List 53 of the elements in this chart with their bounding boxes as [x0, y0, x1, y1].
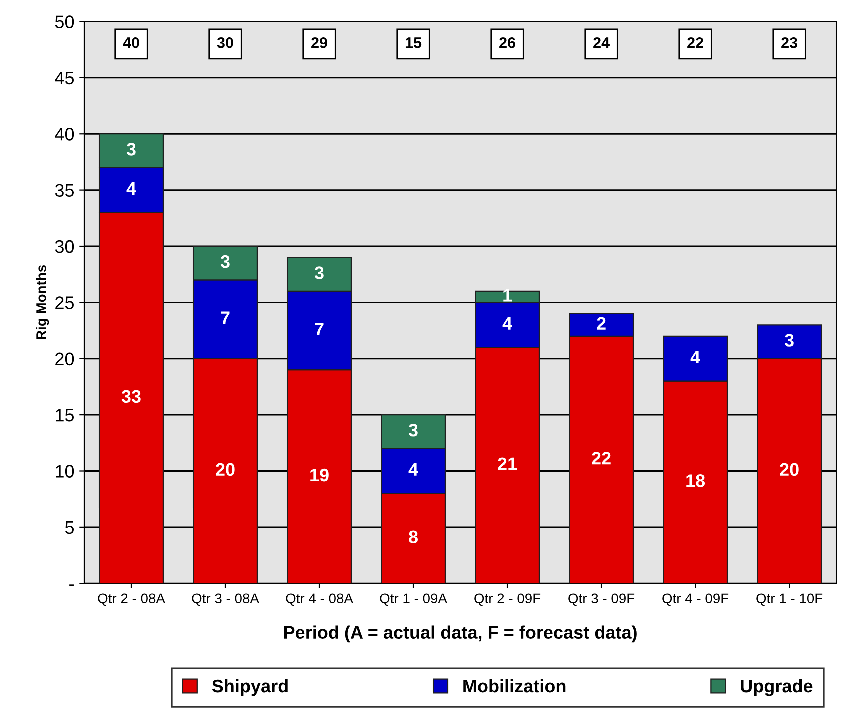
annotation: 40: [123, 38, 140, 48]
y-tick-label: 10: [56, 465, 74, 478]
x-tick-label: Qtr 1 - 09A: [380, 594, 448, 606]
annotation: 23: [782, 38, 798, 48]
legend-label: Upgrade: [741, 679, 813, 696]
data-label: 2: [597, 317, 606, 330]
x-tick-label: Qtr 2 - 08A: [98, 594, 166, 606]
y-tick-label: 15: [56, 409, 74, 422]
data-label: 7: [315, 323, 324, 336]
data-label: 3: [408, 424, 418, 437]
x-tick-label: Qtr 4 - 09F: [662, 594, 729, 606]
data-label: 1: [504, 289, 512, 302]
x-tick-label: Qtr 1 - 10F: [756, 594, 823, 606]
annotation: 24: [594, 38, 610, 48]
y-tick-label: 50: [55, 16, 74, 28]
annotation: 26: [500, 38, 516, 48]
data-label: 20: [216, 463, 235, 476]
y-tick-label: -: [70, 584, 74, 586]
data-label: 21: [498, 458, 518, 470]
data-label: 4: [690, 351, 700, 364]
y-tick-label: 45: [55, 72, 74, 85]
y-tick-label: 20: [56, 352, 74, 366]
y-tick-label: 30: [55, 240, 74, 254]
x-tick-label: Qtr 4 - 08A: [286, 594, 354, 606]
annotation: 15: [406, 38, 422, 48]
data-label: 4: [408, 463, 418, 476]
x-tick-label: Qtr 3 - 09F: [568, 594, 635, 606]
data-label: 7: [221, 312, 230, 324]
x-tick-label: Qtr 3 - 08A: [192, 594, 260, 606]
data-label: 3: [220, 255, 230, 268]
y-tick-label: 35: [55, 184, 74, 198]
annotation: 29: [312, 38, 328, 48]
y-axis-title: Rig Months: [36, 265, 50, 340]
data-label: 18: [686, 474, 706, 488]
data-label: 4: [126, 182, 136, 195]
data-label: 4: [502, 317, 512, 330]
data-label: 3: [314, 266, 324, 280]
data-label: 19: [310, 468, 329, 482]
y-tick-label: 25: [56, 296, 74, 310]
data-label: 33: [122, 390, 141, 404]
annotation: 30: [217, 38, 234, 48]
data-label: 20: [780, 463, 799, 476]
legend-label: Shipyard: [212, 679, 288, 696]
annotation: 22: [688, 38, 704, 48]
data-label: 3: [784, 334, 794, 347]
y-tick-label: 5: [65, 522, 74, 534]
legend-label: Mobilization: [464, 679, 566, 693]
data-label: 8: [409, 530, 418, 544]
data-label: 22: [592, 452, 611, 465]
data-label: 3: [126, 143, 136, 156]
x-axis-title: Period (A = actual data, F = forecast data): [284, 626, 637, 643]
x-tick-label: Qtr 2 - 09F: [474, 594, 541, 606]
y-tick-label: 40: [55, 128, 74, 141]
